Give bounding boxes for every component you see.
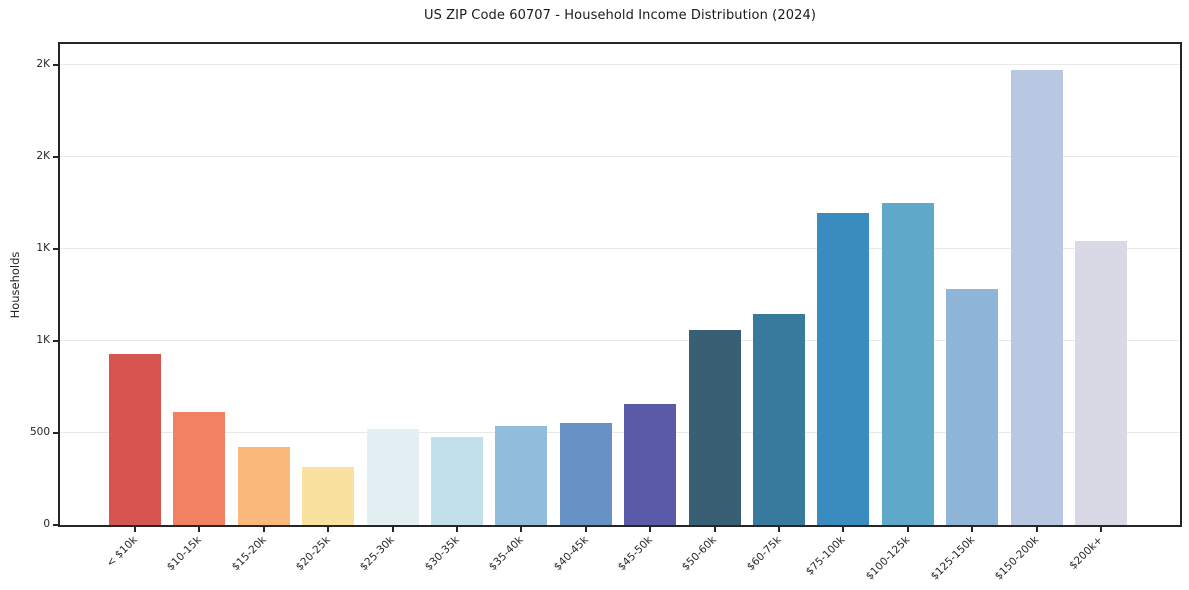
- x-tick-label: $150-200k: [992, 534, 1042, 583]
- x-tick-label: $15-20k: [229, 534, 269, 574]
- bar-$100-125k: [881, 203, 934, 525]
- x-tick-label: $45-50k: [615, 534, 655, 574]
- x-tick-mark: [391, 527, 394, 532]
- bar-$60-75k: [753, 314, 805, 525]
- x-tick-label: < $10k: [103, 534, 140, 570]
- y-tick-label: 1K: [36, 334, 50, 347]
- x-tick-label: $100-125k: [863, 534, 913, 583]
- bar-$200k+: [1075, 241, 1127, 525]
- y-tick-mark: [53, 432, 58, 435]
- y-tick-label: 1K: [36, 242, 50, 255]
- bar-$45-50k: [624, 404, 677, 525]
- plot-area: [58, 42, 1182, 527]
- gridline: [60, 340, 1180, 342]
- x-tick-label: $20-25k: [293, 534, 333, 574]
- y-tick-mark: [53, 156, 58, 159]
- y-tick-label: 2K: [36, 58, 50, 71]
- x-tick-label: $30-35k: [422, 534, 462, 574]
- x-tick-label: $200k+: [1067, 534, 1106, 572]
- gridline: [60, 432, 1180, 434]
- x-tick-mark: [520, 527, 523, 532]
- x-tick-label: $125-150k: [928, 534, 977, 583]
- bar-$20-25k: [302, 466, 355, 525]
- bar-$10-15k: [173, 411, 226, 525]
- x-tick-mark: [778, 527, 780, 532]
- x-tick-label: $10-15k: [164, 534, 204, 574]
- x-tick-label: $50-60k: [680, 534, 720, 574]
- y-tick-mark: [53, 64, 58, 67]
- bar-$35-40k: [495, 426, 548, 525]
- x-tick-mark: [198, 527, 201, 532]
- y-tick-mark: [53, 248, 58, 251]
- x-tick-mark: [262, 527, 265, 532]
- x-tick-label: $60-75k: [744, 534, 784, 574]
- chart-title: US ZIP Code 60707 - Household Income Dis…: [423, 8, 817, 23]
- bar-$150-200k: [1010, 69, 1063, 525]
- y-axis-label: Households: [8, 251, 22, 319]
- x-tick-mark: [649, 527, 652, 532]
- bar-$125-150k: [946, 289, 999, 525]
- x-tick-mark: [456, 527, 458, 532]
- x-tick-label: $35-40k: [486, 534, 526, 574]
- gridline: [60, 156, 1180, 158]
- y-tick-label: 2K: [36, 150, 50, 163]
- bar-$75-100k: [817, 213, 870, 525]
- bar-$40-45k: [559, 423, 612, 525]
- y-tick-label: 500: [29, 426, 50, 439]
- bar-$25-30k: [366, 429, 419, 525]
- x-tick-mark: [713, 527, 716, 532]
- x-tick-mark: [842, 527, 845, 532]
- bar-< $10k: [109, 354, 161, 525]
- x-tick-mark: [1100, 527, 1102, 532]
- y-tick-label: 0: [43, 518, 50, 530]
- x-tick-mark: [584, 527, 587, 532]
- x-tick-mark: [971, 527, 974, 532]
- bar-$15-20k: [237, 446, 290, 525]
- gridline: [60, 248, 1180, 250]
- bar-$50-60k: [688, 330, 741, 525]
- bar-$30-35k: [431, 436, 483, 525]
- x-tick-mark: [327, 527, 330, 532]
- x-tick-mark: [134, 527, 136, 532]
- x-tick-label: $25-30k: [358, 534, 398, 574]
- x-tick-label: $75-100k: [804, 534, 848, 578]
- y-tick-mark: [53, 524, 58, 526]
- y-tick-mark: [53, 340, 58, 343]
- x-tick-label: $40-45k: [551, 534, 591, 574]
- x-tick-mark: [906, 527, 909, 532]
- x-tick-mark: [1035, 527, 1038, 532]
- gridline: [60, 64, 1180, 66]
